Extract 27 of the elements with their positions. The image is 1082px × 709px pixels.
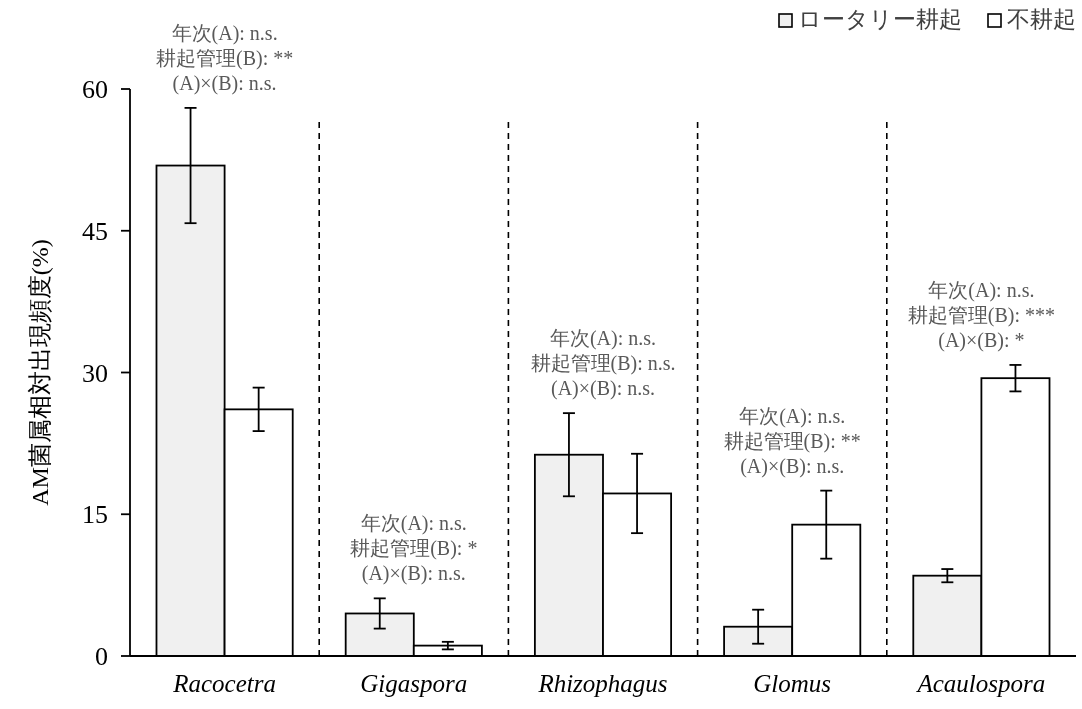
annotation: 年次(A): n.s. — [739, 404, 846, 428]
y-tick-label: 45 — [82, 216, 108, 246]
annotation: 年次(A): n.s. — [360, 512, 467, 536]
annotation: (A)×(B): n.s. — [361, 562, 466, 586]
annotation: 年次(A): n.s. — [549, 327, 657, 351]
text: 耕起管理(B): ** — [155, 46, 294, 70]
y-tick-label: 30 — [82, 358, 108, 388]
y-axis-title: AM菌属相対出現頻度(%) — [27, 239, 53, 506]
annotation: (A)×(B): * — [938, 328, 1025, 352]
annotation: 耕起管理(B): ** — [723, 429, 861, 453]
annotation: 耕起管理(B): * — [350, 537, 478, 561]
text: 年次(A): n.s. — [171, 21, 278, 45]
legend-label: 不耕起 — [1007, 7, 1076, 32]
y-tick-label: 0 — [95, 642, 108, 671]
x-tick-label: Glomus — [753, 670, 832, 697]
x-tick-label: Acaulospora — [915, 670, 1046, 697]
x-tick-label: Gigaspora — [360, 670, 468, 697]
y-tick-label: 15 — [82, 500, 108, 530]
x-tick-label: Rhizophagus — [537, 670, 668, 697]
annotation: (A)×(B): n.s. — [550, 377, 656, 401]
x-tick-label: Racocetra — [172, 670, 276, 697]
annotation: 年次(A): n.s. — [928, 278, 1035, 302]
y-tick-label: 60 — [82, 75, 108, 104]
annotation: (A)×(B): n.s. — [740, 454, 845, 478]
annotation: 耕起管理(B): n.s. — [530, 352, 676, 376]
annotation: (A)×(B): n.s. — [172, 71, 277, 95]
annotation: 耕起管理(B): *** — [907, 303, 1056, 327]
